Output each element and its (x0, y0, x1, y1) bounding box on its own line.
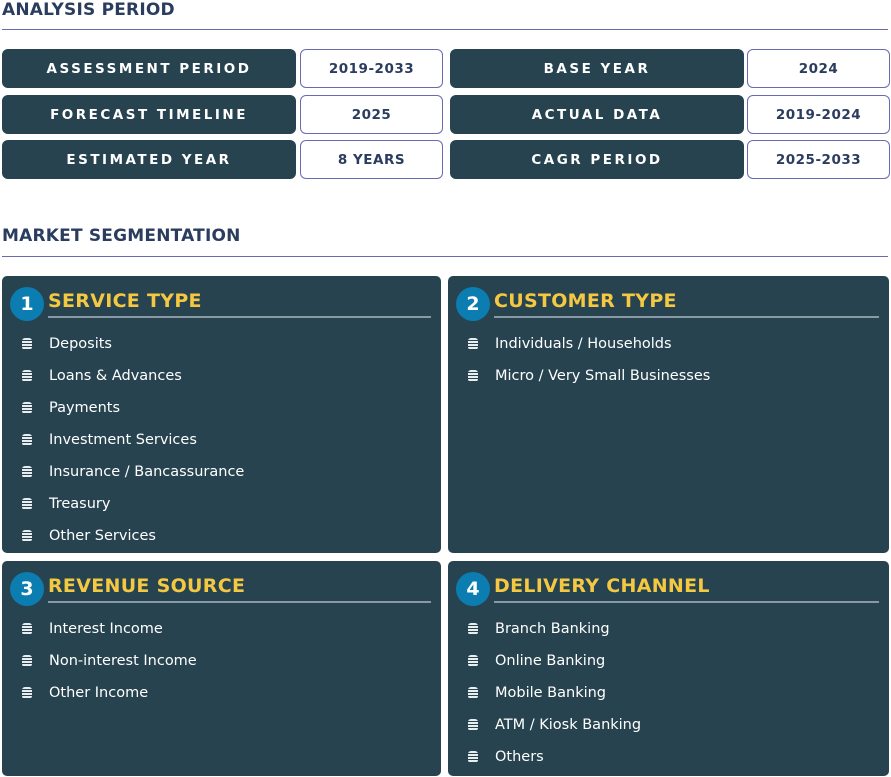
period-label: CAGR PERIOD (450, 140, 744, 179)
database-icon (468, 655, 478, 667)
database-icon (468, 623, 478, 635)
segment-title: REVENUE SOURCE (48, 575, 246, 597)
divider (2, 29, 888, 30)
list-item: Payments (22, 392, 244, 424)
list-item: Micro / Very Small Businesses (468, 360, 710, 392)
segment-card: 3 REVENUE SOURCE Interest Income Non-inte… (2, 561, 441, 776)
list-item: Insurance / Bancassurance (22, 456, 244, 488)
segment-title: CUSTOMER TYPE (494, 290, 677, 312)
market-segmentation-heading: MARKET SEGMENTATION (2, 226, 241, 246)
list-item: Others (468, 741, 641, 773)
period-label: ASSESSMENT PERIOD (2, 49, 296, 88)
list-item: Branch Banking (468, 613, 641, 645)
list-item: Non-interest Income (22, 645, 197, 677)
database-icon (22, 434, 32, 446)
segment-list: Interest Income Non-interest Income Other … (22, 613, 197, 709)
segment-card: 4 DELIVERY CHANNEL Branch Banking Online … (448, 561, 889, 776)
database-icon (22, 498, 32, 510)
period-value: 8 YEARS (300, 140, 443, 179)
database-icon (22, 402, 32, 414)
segment-card: 2 CUSTOMER TYPE Individuals / Households… (448, 276, 889, 553)
database-icon (468, 338, 478, 350)
list-item: Other Services (22, 520, 244, 552)
number-badge: 2 (456, 287, 490, 321)
segment-title: SERVICE TYPE (48, 290, 202, 312)
period-label: FORECAST TIMELINE (2, 95, 296, 134)
period-value: 2019-2024 (747, 95, 890, 134)
segment-list: Individuals / Households Micro / Very Sma… (468, 328, 710, 392)
database-icon (468, 751, 478, 763)
database-icon (22, 655, 32, 667)
list-item: Online Banking (468, 645, 641, 677)
list-item: Loans & Advances (22, 360, 244, 392)
database-icon (22, 466, 32, 478)
list-item: Interest Income (22, 613, 197, 645)
segment-card: 1 SERVICE TYPE Deposits Loans & Advances P… (2, 276, 441, 553)
divider (2, 256, 888, 257)
database-icon (22, 370, 32, 382)
title-underline (494, 601, 879, 603)
database-icon (468, 687, 478, 699)
period-label: ESTIMATED YEAR (2, 140, 296, 179)
segment-list: Branch Banking Online Banking Mobile Banki… (468, 613, 641, 773)
number-badge: 3 (10, 572, 44, 606)
database-icon (22, 530, 32, 542)
list-item: Individuals / Households (468, 328, 710, 360)
period-label: ACTUAL DATA (450, 95, 744, 134)
list-item: Mobile Banking (468, 677, 641, 709)
period-value: 2024 (747, 49, 890, 88)
database-icon (22, 623, 32, 635)
database-icon (22, 687, 32, 699)
period-label: BASE YEAR (450, 49, 744, 88)
list-item: Investment Services (22, 424, 244, 456)
title-underline (494, 316, 879, 318)
period-value: 2019-2033 (300, 49, 443, 88)
segment-list: Deposits Loans & Advances Payments Investme… (22, 328, 244, 552)
analysis-period-heading: ANALYSIS PERIOD (2, 0, 175, 20)
database-icon (468, 370, 478, 382)
period-value: 2025-2033 (747, 140, 890, 179)
period-value: 2025 (300, 95, 443, 134)
list-item: ATM / Kiosk Banking (468, 709, 641, 741)
database-icon (468, 719, 478, 731)
number-badge: 4 (456, 572, 490, 606)
segment-title: DELIVERY CHANNEL (494, 575, 710, 597)
list-item: Deposits (22, 328, 244, 360)
list-item: Other Income (22, 677, 197, 709)
number-badge: 1 (10, 287, 44, 321)
database-icon (22, 338, 32, 350)
title-underline (48, 601, 431, 603)
title-underline (48, 316, 431, 318)
list-item: Treasury (22, 488, 244, 520)
